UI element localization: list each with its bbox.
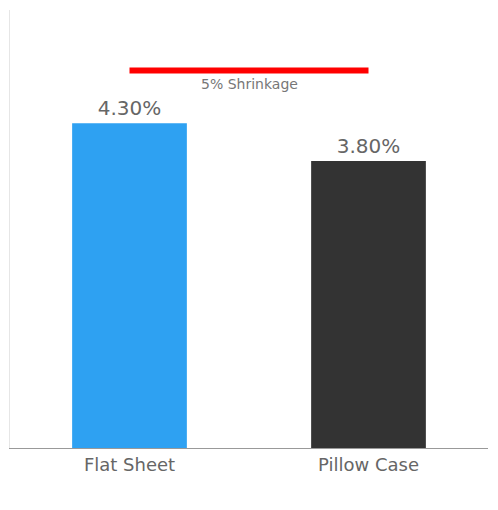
svg-text:3.80%: 3.80% (337, 134, 401, 158)
svg-text:Pillow Case: Pillow Case (318, 454, 419, 475)
svg-text:4.30%: 4.30% (98, 96, 162, 120)
svg-text:5% Shrinkage: 5% Shrinkage (201, 76, 298, 92)
svg-text:Flat Sheet: Flat Sheet (84, 454, 175, 475)
